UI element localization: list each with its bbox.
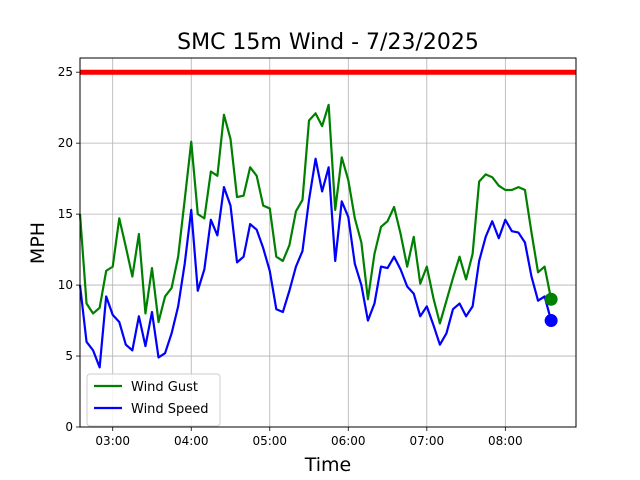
wind-gust-line — [78, 103, 553, 325]
last-point-markers — [544, 292, 558, 328]
axis-ticks: 03:00 04:00 05:00 06:00 07:00 08:00 0 5 10 15 20 25 — [58, 65, 523, 448]
y-tick-label: 0 — [65, 420, 73, 434]
legend: Wind Gust Wind Speed — [86, 373, 221, 427]
chart-title: SMC 15m Wind - 7/23/2025 — [177, 30, 479, 55]
plot-area — [80, 58, 576, 427]
series-lines — [78, 103, 553, 369]
wind-speed-last-point-marker — [544, 314, 558, 328]
y-axis-label: MPH — [27, 222, 49, 264]
x-tick-label: 06:00 — [331, 434, 366, 448]
legend-label-wind-speed: Wind Speed — [131, 402, 209, 417]
wind-gust-last-point-marker — [544, 292, 558, 306]
y-tick-label: 25 — [58, 65, 73, 79]
x-tick-label: 03:00 — [95, 434, 130, 448]
y-tick-label: 20 — [58, 136, 73, 150]
legend-label-wind-gust: Wind Gust — [131, 380, 198, 395]
plot-frame — [79, 57, 577, 428]
y-tick-label: 10 — [58, 278, 73, 292]
x-tick-label: 05:00 — [252, 434, 287, 448]
x-axis-label: Time — [304, 454, 352, 476]
y-tick-label: 15 — [58, 207, 73, 221]
wind-speed-line — [78, 157, 553, 369]
x-tick-label: 04:00 — [174, 434, 209, 448]
x-tick-label: 08:00 — [488, 434, 523, 448]
x-tick-label: 07:00 — [410, 434, 445, 448]
y-tick-label: 5 — [65, 349, 73, 363]
